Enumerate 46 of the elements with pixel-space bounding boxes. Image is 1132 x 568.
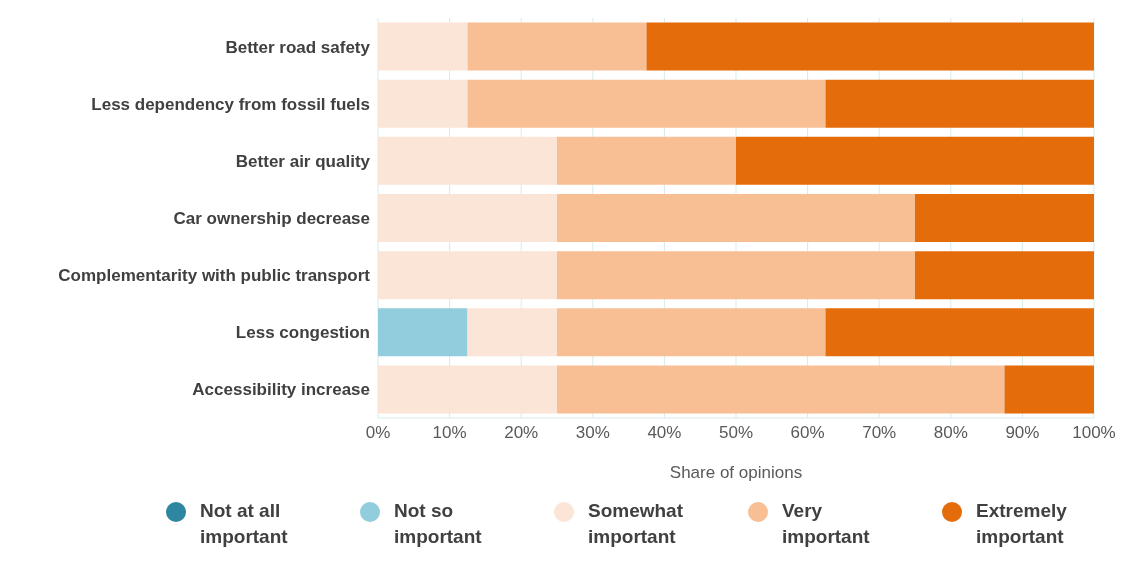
bar [915,251,1094,300]
x-tick-label: 90% [1005,423,1040,443]
bar [1004,365,1094,414]
x-tick-label: 50% [718,423,754,443]
x-tick-label: 80% [933,423,968,443]
y-tick-label: Better road safety [225,37,371,57]
legend-label: Very important [782,499,871,549]
y-tick-label: Less congestion [235,323,370,343]
bar [378,79,468,128]
y-tick-label: Car ownership decrease [173,209,370,229]
bar [736,136,1094,185]
y-tick-label: Complementarity with public transport [58,266,371,286]
legend-label: Extremely important [976,499,1068,549]
x-tick-label: 100% [1072,423,1116,443]
bar [378,194,557,242]
x-tick-label: 70% [862,423,897,443]
bar [378,251,557,300]
y-tick-label: Accessibility increase [192,380,370,400]
bar [467,22,647,71]
bar [646,22,1094,71]
legend-label: Not so important [394,499,483,549]
bar [557,365,1005,414]
x-axis-title: Share of opinions [669,463,803,482]
x-tick-label: 10% [432,423,467,443]
y-tick-label: Better air quality [235,151,371,171]
bar [557,194,915,242]
legend-label: Somewhat important [588,499,685,549]
bar [378,365,557,414]
bar [825,79,1094,128]
bar [467,308,557,357]
bar [825,308,1094,357]
bar [557,136,736,185]
bar [557,308,826,357]
x-tick-label: 30% [575,423,610,443]
bar [557,251,915,300]
bar [378,22,468,71]
y-tick-label: Less dependency from fossil fuels [91,94,370,114]
x-tick-label: 60% [790,423,825,443]
legend-label: Not at all important [200,499,289,549]
bar [915,194,1094,242]
bar [467,79,826,128]
bar [378,308,468,357]
x-tick-label: 20% [504,423,539,443]
x-tick-label: 0% [365,423,391,443]
x-tick-label: 40% [647,423,682,443]
bar [378,136,557,185]
